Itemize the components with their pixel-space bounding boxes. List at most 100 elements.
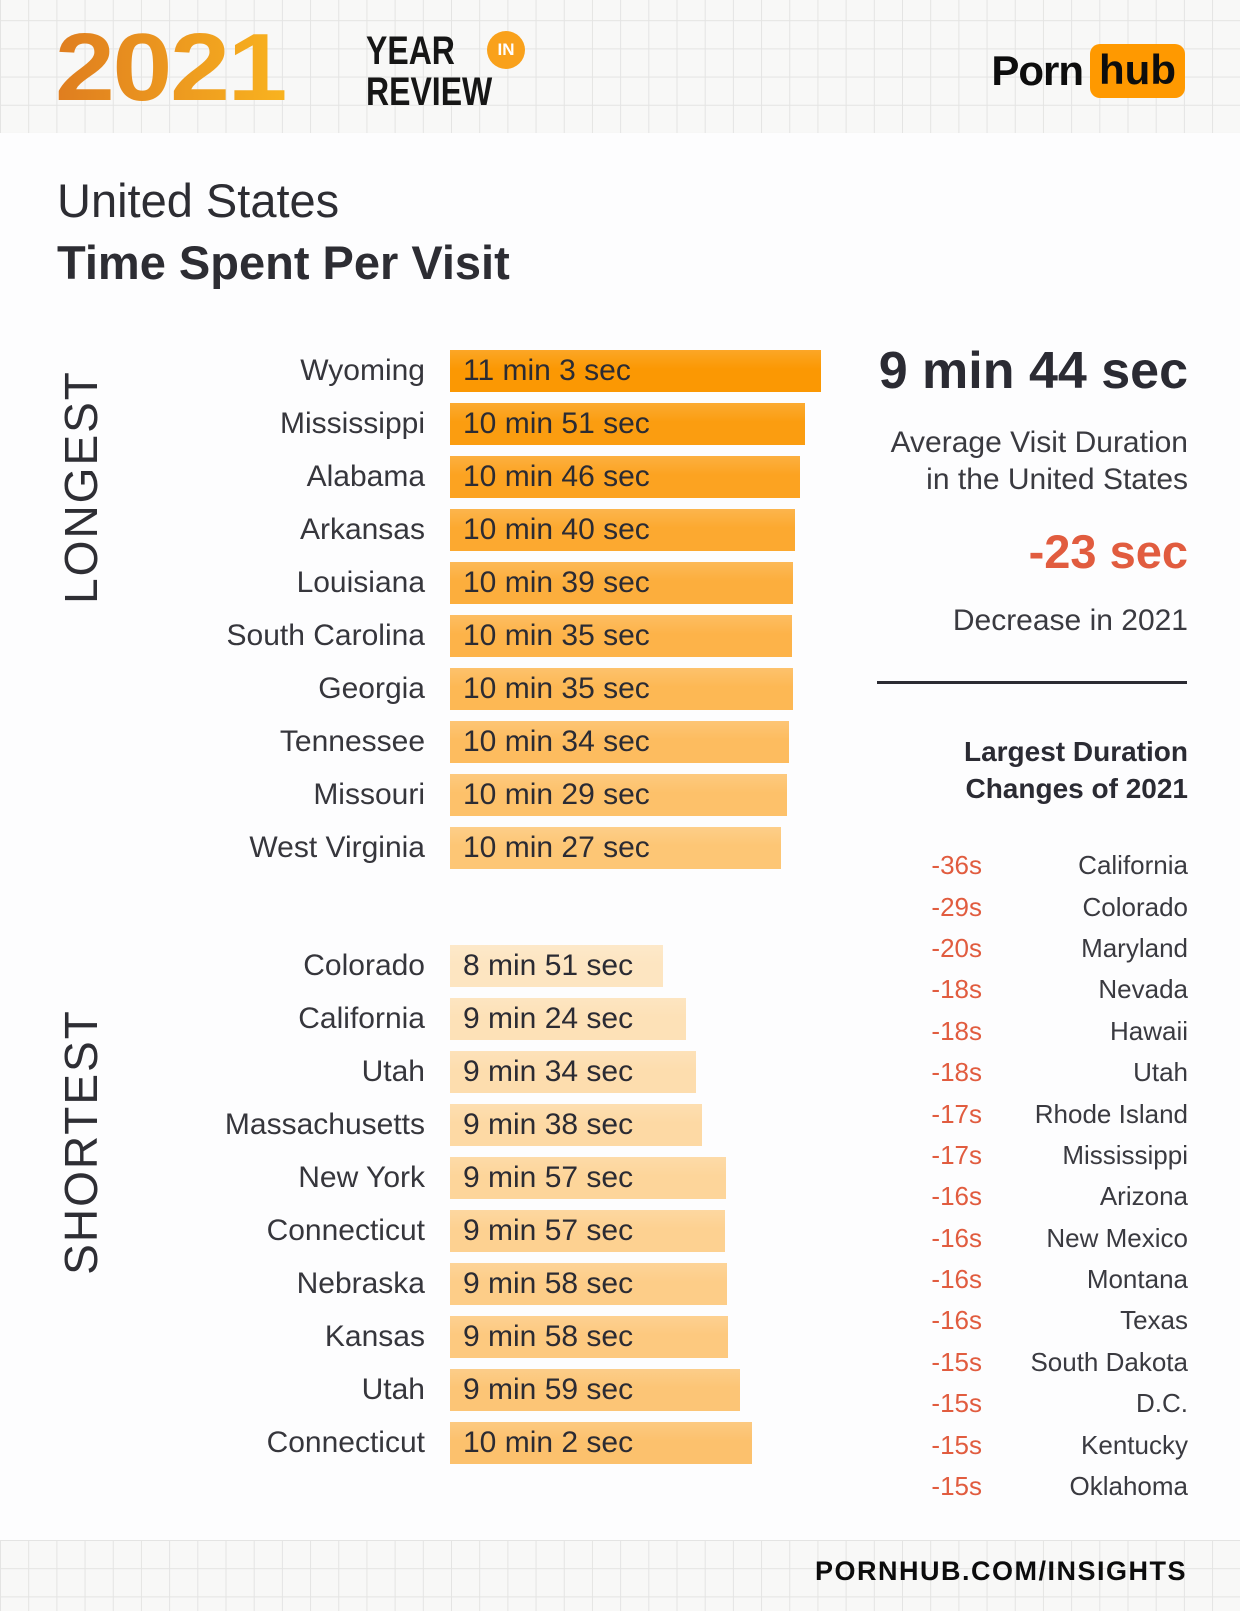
state-label: South Carolina bbox=[226, 619, 425, 652]
pornhub-logo: Porn hub bbox=[991, 44, 1185, 98]
duration-change-row: -16s Texas bbox=[850, 1300, 1188, 1341]
change-delta: -29s bbox=[931, 891, 982, 922]
state-label: Utah bbox=[361, 1373, 425, 1406]
state-label: Connecticut bbox=[266, 1426, 425, 1459]
state-label: Mississippi bbox=[279, 407, 425, 440]
change-delta: -15s bbox=[931, 1388, 982, 1419]
bar-row: Alabama 10 min 46 sec bbox=[45, 456, 821, 498]
duration-value: 10 min 29 sec bbox=[463, 778, 650, 811]
logo-2021-text: 2021 bbox=[55, 14, 287, 121]
largest-changes-list: -36s California -29s Colorado -20s Maryl… bbox=[850, 845, 1188, 1507]
duration-value: 10 min 40 sec bbox=[463, 513, 650, 546]
change-state: D.C. bbox=[1136, 1388, 1188, 1419]
duration-value: 9 min 57 sec bbox=[463, 1161, 634, 1194]
duration-value: 10 min 39 sec bbox=[463, 566, 650, 599]
change-state: Maryland bbox=[1081, 932, 1188, 963]
change-state: California bbox=[1078, 850, 1188, 881]
change-state: Oklahoma bbox=[1069, 1471, 1189, 1502]
duration-change-row: -15s Kentucky bbox=[850, 1424, 1188, 1465]
duration-bar: 8 min 51 sec bbox=[450, 945, 663, 987]
duration-change-row: -18s Utah bbox=[850, 1052, 1188, 1093]
change-delta: -15s bbox=[931, 1471, 982, 1502]
change-delta: -16s bbox=[931, 1222, 982, 1253]
duration-change-row: -16s Montana bbox=[850, 1259, 1188, 1300]
logo-year-text: YEAR bbox=[366, 29, 455, 73]
state-label: Kansas bbox=[324, 1320, 425, 1353]
bar-row: New York 9 min 57 sec bbox=[45, 1157, 752, 1199]
change-state: Texas bbox=[1120, 1305, 1188, 1336]
duration-change-row: -15s South Dakota bbox=[850, 1342, 1188, 1383]
bar-row: Connecticut 9 min 57 sec bbox=[45, 1210, 752, 1252]
duration-bar: 9 min 57 sec bbox=[450, 1157, 726, 1199]
bar-row: California 9 min 24 sec bbox=[45, 998, 752, 1040]
state-label: Missouri bbox=[313, 778, 425, 811]
duration-bar: 9 min 57 sec bbox=[450, 1210, 725, 1252]
average-visit-duration-value: 9 min 44 sec bbox=[878, 342, 1188, 400]
bar-row: Mississippi 10 min 51 sec bbox=[45, 403, 821, 445]
state-label: California bbox=[298, 1002, 425, 1035]
average-caption-line2: in the United States bbox=[926, 463, 1188, 497]
pornhub-logo-hub-badge: hub bbox=[1090, 44, 1185, 98]
bar-row: Arkansas 10 min 40 sec bbox=[45, 509, 821, 551]
duration-value: 9 min 58 sec bbox=[463, 1267, 634, 1300]
duration-bar: 10 min 35 sec bbox=[450, 615, 792, 657]
change-delta: -16s bbox=[931, 1181, 982, 1212]
largest-changes-heading-line2: Changes of 2021 bbox=[965, 773, 1188, 805]
duration-bar: 10 min 46 sec bbox=[450, 456, 800, 498]
change-delta: -36s bbox=[931, 850, 982, 881]
bar-row: Missouri 10 min 29 sec bbox=[45, 774, 821, 816]
state-label: Colorado bbox=[303, 949, 425, 982]
duration-value: 9 min 24 sec bbox=[463, 1002, 634, 1035]
duration-change-row: -29s Colorado bbox=[850, 886, 1188, 927]
logo-review-text: REVIEW bbox=[366, 70, 493, 114]
bar-row: Wyoming 11 min 3 sec bbox=[45, 350, 821, 392]
state-label: Massachusetts bbox=[224, 1108, 425, 1141]
grid-band-bottom bbox=[0, 1540, 1240, 1611]
duration-change-row: -20s Maryland bbox=[850, 928, 1188, 969]
duration-value: 10 min 35 sec bbox=[463, 619, 650, 652]
bar-row: Georgia 10 min 35 sec bbox=[45, 668, 821, 710]
state-label: Tennessee bbox=[279, 725, 425, 758]
change-state: Utah bbox=[1133, 1057, 1188, 1088]
change-state: Colorado bbox=[1082, 891, 1188, 922]
bar-row: Kansas 9 min 58 sec bbox=[45, 1316, 752, 1358]
duration-value: 9 min 38 sec bbox=[463, 1108, 634, 1141]
grid-band-top bbox=[0, 0, 1240, 133]
average-visit-duration-caption: Average Visit Duration in the United Sta… bbox=[891, 424, 1188, 498]
duration-bar: 10 min 34 sec bbox=[450, 721, 789, 763]
duration-value: 9 min 59 sec bbox=[463, 1373, 634, 1406]
state-label: Connecticut bbox=[266, 1214, 425, 1247]
duration-value: 10 min 51 sec bbox=[463, 407, 650, 440]
change-delta: -15s bbox=[931, 1346, 982, 1377]
duration-value: 10 min 34 sec bbox=[463, 725, 650, 758]
duration-bar: 10 min 27 sec bbox=[450, 827, 781, 869]
insights-url: PORNHUB.COM/INSIGHTS bbox=[814, 1556, 1187, 1586]
duration-change-caption: Decrease in 2021 bbox=[952, 604, 1188, 637]
duration-change-row: -16s Arizona bbox=[850, 1176, 1188, 1217]
change-state: Kentucky bbox=[1081, 1429, 1188, 1460]
change-delta: -17s bbox=[931, 1139, 982, 1170]
duration-value: 10 min 35 sec bbox=[463, 672, 650, 705]
duration-bar: 9 min 58 sec bbox=[450, 1316, 728, 1358]
duration-value: 10 min 46 sec bbox=[463, 460, 650, 493]
state-label: Utah bbox=[361, 1055, 425, 1088]
change-state: Hawaii bbox=[1109, 1015, 1188, 1046]
state-label: New York bbox=[298, 1161, 425, 1194]
largest-changes-heading-line1: Largest Duration bbox=[963, 736, 1188, 767]
state-label: Alabama bbox=[306, 460, 425, 493]
change-delta: -18s bbox=[931, 1057, 982, 1088]
bar-row: Utah 9 min 59 sec bbox=[45, 1369, 752, 1411]
duration-bar: 10 min 2 sec bbox=[450, 1422, 752, 1464]
state-label: Nebraska bbox=[296, 1267, 425, 1300]
duration-bar: 10 min 35 sec bbox=[450, 668, 793, 710]
change-state: Montana bbox=[1086, 1264, 1188, 1295]
page-title-region: United States bbox=[57, 174, 340, 227]
state-label: Georgia bbox=[318, 672, 425, 705]
bar-row: Colorado 8 min 51 sec bbox=[45, 945, 752, 987]
duration-value: 8 min 51 sec bbox=[463, 949, 634, 982]
longest-bar-chart: Wyoming 11 min 3 sec Mississippi 10 min … bbox=[45, 350, 821, 869]
bar-row: Connecticut 10 min 2 sec bbox=[45, 1422, 752, 1464]
change-state: New Mexico bbox=[1046, 1222, 1188, 1253]
duration-value: 9 min 34 sec bbox=[463, 1055, 634, 1088]
